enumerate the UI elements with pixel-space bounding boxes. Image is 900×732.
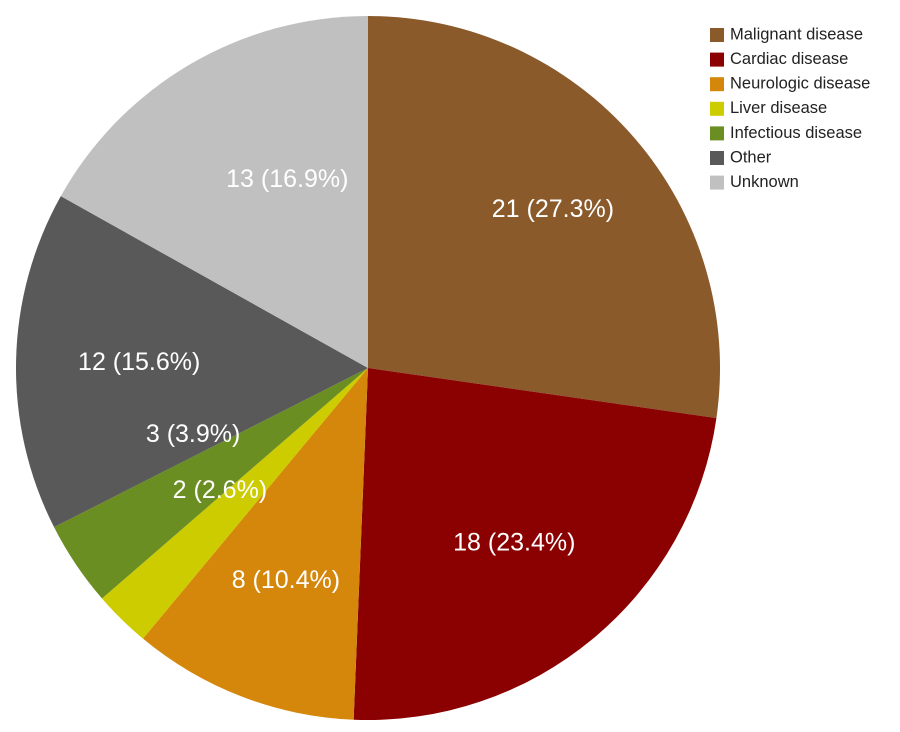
legend-label-infectious-disease: Infectious disease: [730, 124, 862, 142]
legend-swatch-unknown: [710, 175, 724, 190]
data-label-cardiac-disease: 18 (23.4%): [453, 529, 575, 557]
data-label-unknown: 13 (16.9%): [226, 165, 348, 193]
data-label-other: 12 (15.6%): [78, 348, 200, 376]
pie-slice-liver-disease: [101, 368, 368, 639]
legend-label-other: Other: [730, 148, 772, 166]
pie-data-labels: 21 (27.3%) 18 (23.4%) 8 (10.4%) 2 (2.6%) 3 (…: [78, 165, 614, 594]
pie-slices: [15, 16, 721, 721]
pie-slice-other: [15, 196, 368, 528]
data-label-liver-disease: 2 (2.6%): [173, 476, 267, 504]
legend-label-unknown: Unknown: [730, 173, 799, 191]
pie-slice-infectious-disease: [54, 368, 368, 599]
data-label-infectious-disease: 3 (3.9%): [146, 420, 240, 448]
pie-slice-malignant-disease: [368, 16, 721, 419]
legend-swatch-infectious-disease: [710, 126, 724, 141]
pie-slice-cardiac-disease: [353, 368, 717, 721]
legend-swatch-malignant-disease: [710, 28, 724, 42]
pie-slice-neurologic-disease: [142, 368, 368, 720]
legend-swatch-liver-disease: [710, 101, 724, 116]
legend-swatch-cardiac-disease: [710, 52, 724, 67]
legend-swatch-neurologic-disease: [710, 77, 724, 92]
legend-label-neurologic-disease: Neurologic disease: [730, 75, 870, 93]
legend-label-cardiac-disease: Cardiac disease: [730, 50, 848, 68]
legend: Malignant disease Cardiac disease Neurolog…: [710, 25, 870, 191]
legend-label-malignant-disease: Malignant disease: [730, 25, 863, 43]
pie-slice-unknown: [60, 16, 368, 368]
data-label-malignant-disease: 21 (27.3%): [492, 195, 614, 223]
legend-label-liver-disease: Liver disease: [730, 99, 827, 117]
data-label-neurologic-disease: 8 (10.4%): [232, 566, 340, 594]
legend-swatch-other: [710, 151, 724, 165]
